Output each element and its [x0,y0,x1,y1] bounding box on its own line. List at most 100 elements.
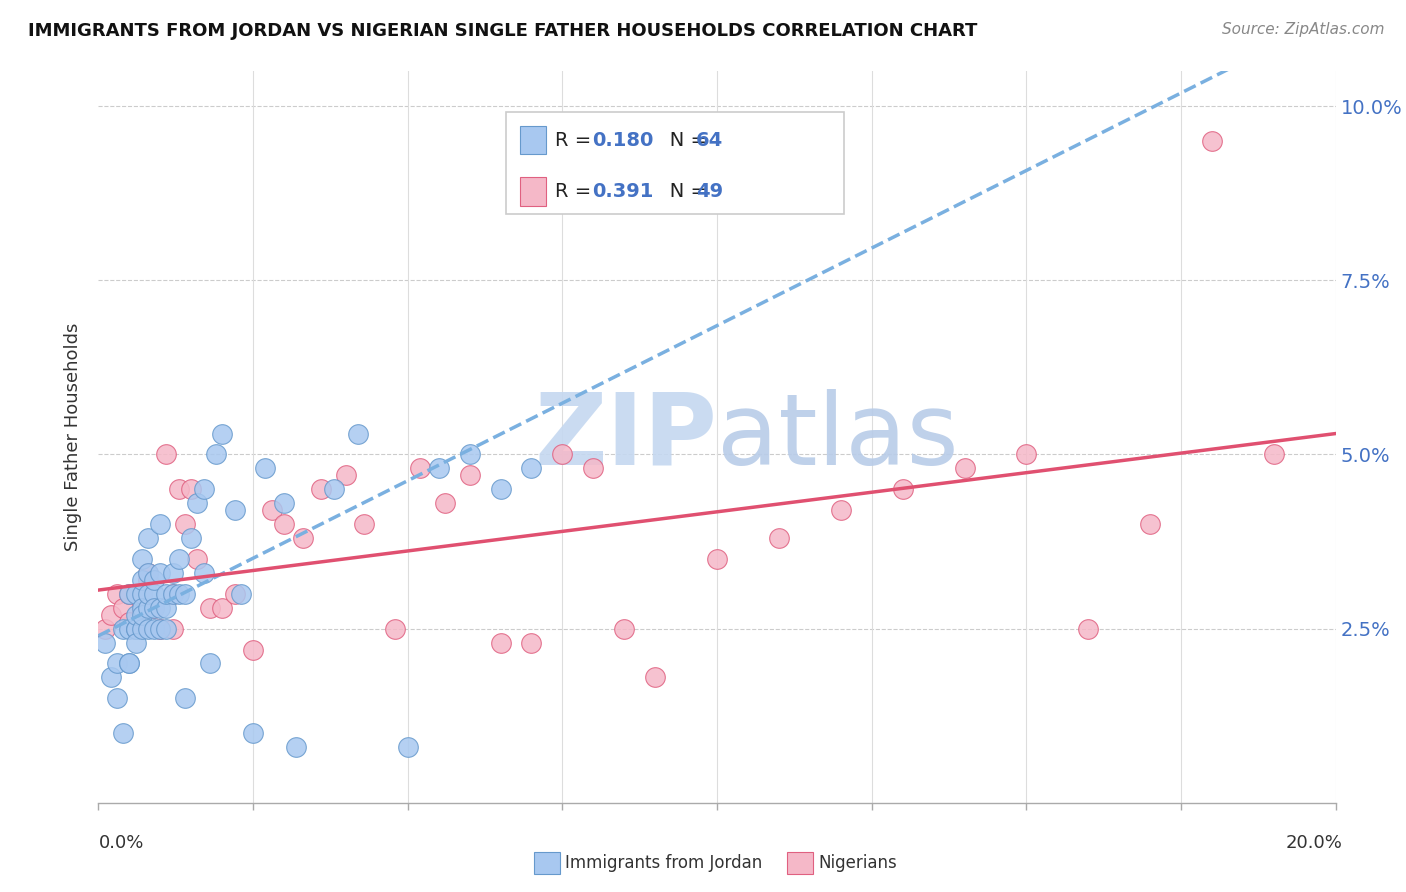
Text: N =: N = [651,131,713,150]
Point [124,622,146,636]
Point [136,566,159,580]
Y-axis label: Single Father Households: Single Father Households [65,323,83,551]
Point [353,517,375,532]
Point [155,600,177,615]
Point [136,573,159,587]
Point [136,622,159,636]
Text: R =: R = [555,131,598,150]
Point [118,622,141,636]
Point [489,635,512,649]
Point [124,635,146,649]
Point [118,587,141,601]
Text: 64: 64 [696,131,723,150]
Point [205,448,228,462]
Point [131,573,153,587]
Point [118,657,141,671]
Point [174,587,197,601]
Point [174,517,197,532]
Point [186,496,208,510]
Point [458,468,481,483]
Text: IMMIGRANTS FROM JORDAN VS NIGERIAN SINGLE FATHER HOUSEHOLDS CORRELATION CHART: IMMIGRANTS FROM JORDAN VS NIGERIAN SINGL… [28,22,977,40]
Point [335,468,357,483]
Point [489,483,512,497]
Point [149,622,172,636]
Point [224,503,246,517]
Point [100,670,122,684]
Point [100,607,122,622]
Text: Nigerians: Nigerians [818,855,897,872]
Point [136,587,159,601]
Point [706,552,728,566]
Text: ZIP: ZIP [534,389,717,485]
Point [322,483,344,497]
Point [131,600,153,615]
Point [124,622,146,636]
Point [118,587,141,601]
Point [136,600,159,615]
Point [155,448,177,462]
Point [396,740,419,755]
Point [93,635,115,649]
Point [1077,622,1099,636]
Point [427,461,450,475]
Point [1263,448,1285,462]
Text: 0.180: 0.180 [592,131,654,150]
Point [131,587,153,601]
Point [167,587,190,601]
Text: 49: 49 [696,182,723,201]
Point [551,183,574,197]
Point [198,657,221,671]
Point [193,566,215,580]
Point [149,566,172,580]
Point [136,566,159,580]
Point [143,622,166,636]
Point [124,622,146,636]
Point [162,566,184,580]
Point [458,448,481,462]
Point [143,573,166,587]
Point [551,448,574,462]
Point [768,531,790,545]
Point [118,657,141,671]
Text: N =: N = [651,182,713,201]
Point [143,587,166,601]
Point [143,600,166,615]
Point [229,587,252,601]
Point [105,691,128,706]
Point [174,691,197,706]
Point [291,531,314,545]
Text: 20.0%: 20.0% [1286,834,1343,852]
Point [347,426,370,441]
Point [273,496,295,510]
Point [242,726,264,740]
Point [105,587,128,601]
Point [155,622,177,636]
Point [224,587,246,601]
Point [180,531,202,545]
Point [309,483,332,497]
Text: 0.391: 0.391 [592,182,654,201]
Point [1201,134,1223,148]
Point [162,587,184,601]
Point [613,622,636,636]
Point [433,496,456,510]
Point [149,600,172,615]
Point [162,622,184,636]
Point [211,426,233,441]
Point [186,552,208,566]
Point [953,461,976,475]
Point [180,483,202,497]
Point [149,622,172,636]
Point [112,622,135,636]
Point [105,657,128,671]
Point [112,600,135,615]
Point [384,622,406,636]
Text: 0.0%: 0.0% [98,834,143,852]
Point [891,483,914,497]
Text: atlas: atlas [717,389,959,485]
Point [124,587,146,601]
Point [242,642,264,657]
Point [131,607,153,622]
Point [260,503,283,517]
Point [254,461,277,475]
